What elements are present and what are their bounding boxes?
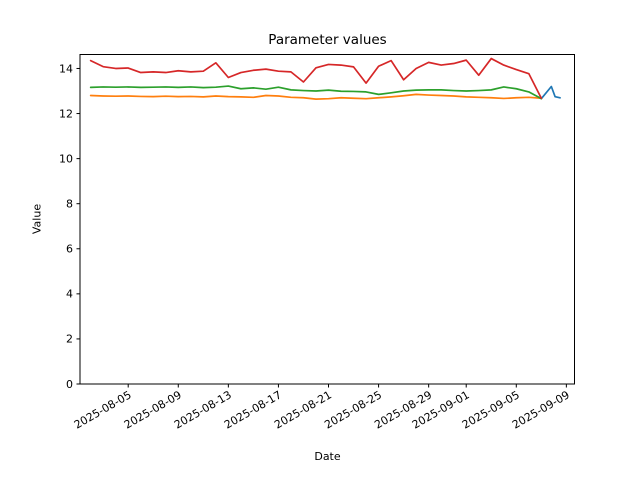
y-tick-label: 2 <box>66 333 73 346</box>
chart-title: Parameter values <box>268 32 387 48</box>
axes-spines <box>79 54 575 385</box>
x-axis-label: Date <box>314 450 341 463</box>
y-tick-label: 8 <box>66 197 73 210</box>
y-tick-label: 4 <box>66 288 73 301</box>
y-tick-label: 6 <box>66 243 73 256</box>
series-line-blue <box>540 85 561 100</box>
x-tick-label: 2025-09-09 <box>510 388 572 431</box>
series-line-green <box>89 85 543 100</box>
y-tick-label: 10 <box>59 152 73 165</box>
series-line-orange <box>89 93 543 100</box>
y-tick-label: 14 <box>59 62 73 75</box>
series-line-red <box>89 57 543 100</box>
y-tick-label: 0 <box>66 378 73 391</box>
y-tick-label: 12 <box>59 107 73 120</box>
